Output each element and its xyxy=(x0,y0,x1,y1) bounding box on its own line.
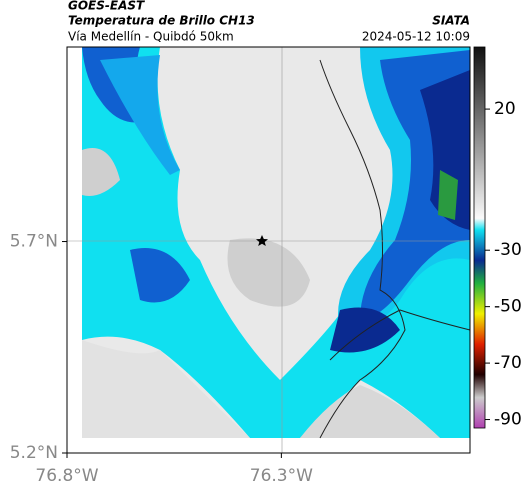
title: GOES-EAST xyxy=(68,0,145,13)
satellite-image xyxy=(67,47,471,453)
colorbar-tick-label: -90 xyxy=(494,410,522,430)
route: Vía Medellín - Quibdó 50km xyxy=(68,30,234,44)
subtitle: Temperatura de Brillo CH13 xyxy=(68,14,255,28)
colorbar-tick-label: 20 xyxy=(494,99,516,119)
colorbar xyxy=(473,46,486,429)
colorbar-tick-label: -70 xyxy=(494,353,522,373)
map-frame xyxy=(66,46,471,454)
source: SIATA xyxy=(432,14,470,28)
x-tick-label: 76.8°W xyxy=(35,466,98,486)
y-tick-label: 5.2°N xyxy=(10,443,58,463)
x-tick-label: 76.3°W xyxy=(250,466,313,486)
datetime: 2024-05-12 10:09 xyxy=(362,30,470,44)
y-tick-label: 5.7°N xyxy=(10,232,58,252)
colorbar-tick-label: -50 xyxy=(494,297,522,317)
colorbar-tick-label: -30 xyxy=(494,240,522,260)
city-marker xyxy=(256,235,268,246)
